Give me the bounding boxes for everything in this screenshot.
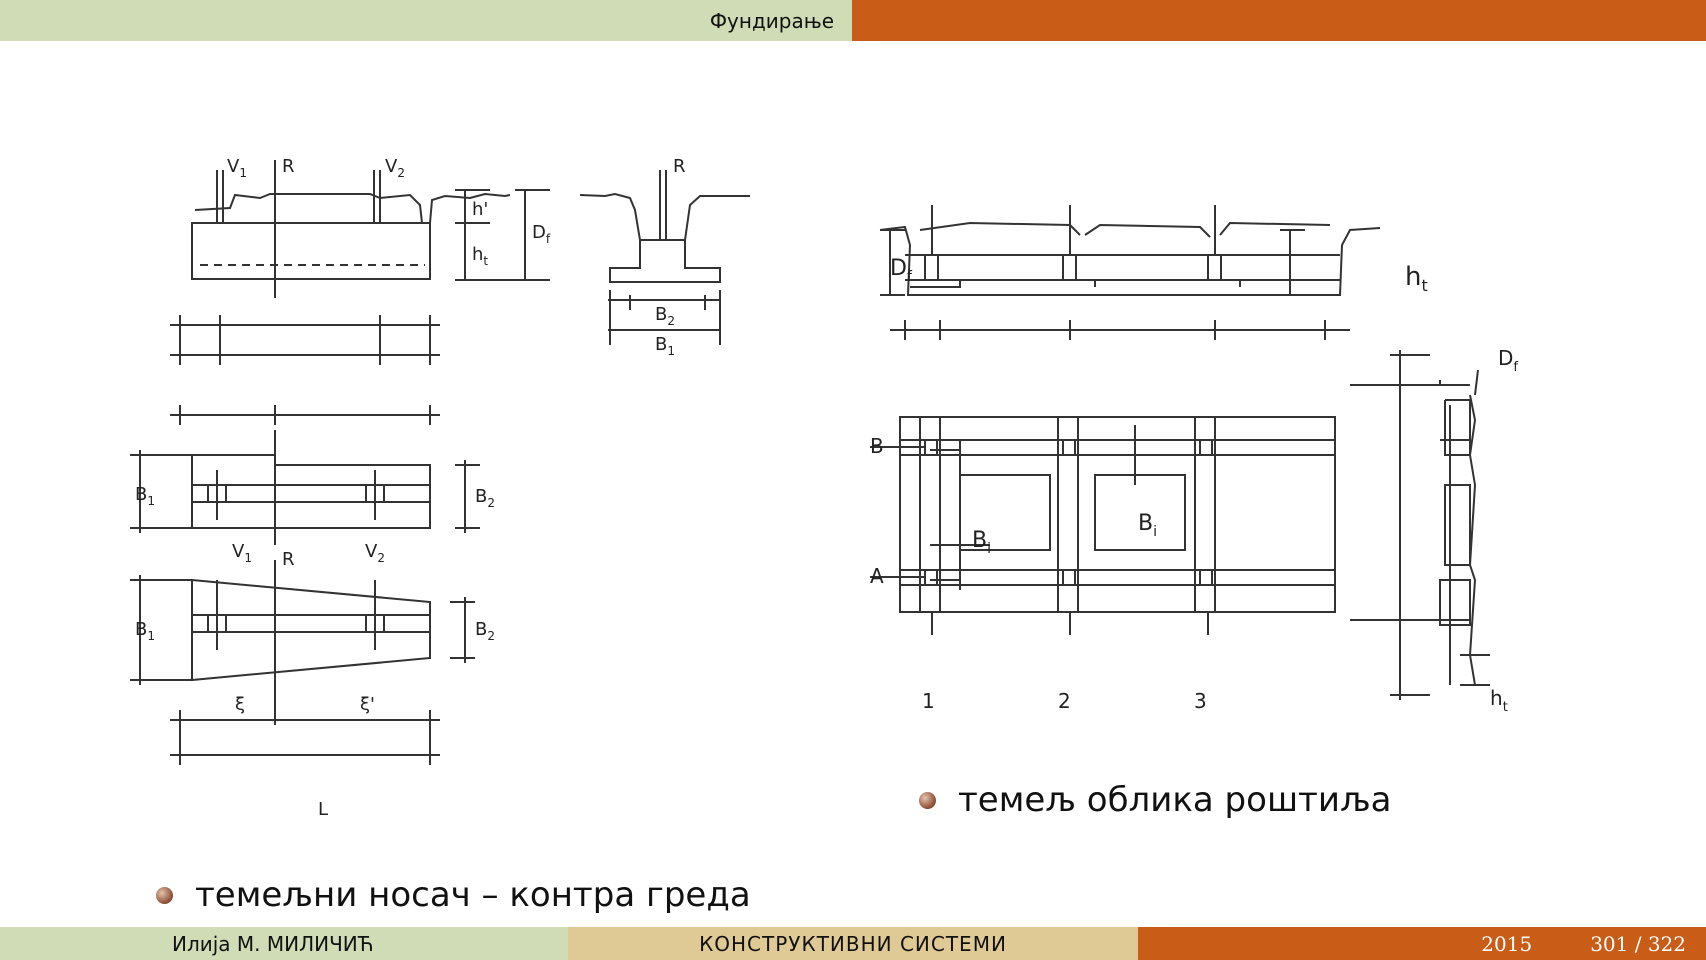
footer-author: Илија М. МИЛИЧИЋ: [0, 927, 568, 960]
svg-text:V2: V2: [365, 541, 385, 565]
svg-text:A: A: [870, 564, 884, 588]
footer-year: 2015: [1481, 931, 1533, 956]
bullet-text: темељ облика роштиља: [958, 780, 1392, 820]
footer-page-number: 301 / 322: [1590, 931, 1686, 956]
bullet-dot-icon: [919, 791, 936, 809]
svg-text:V2: V2: [385, 156, 405, 180]
bullet-grillage-foundation: темељ облика роштиља: [919, 780, 1391, 820]
svg-text:1: 1: [922, 689, 935, 713]
header-bar: Фундирање: [0, 0, 1706, 41]
svg-text:ξ: ξ: [235, 694, 245, 715]
svg-text:B2: B2: [655, 304, 675, 328]
bullet-text: темељни носач – контра греда: [195, 875, 751, 915]
svg-text:V1: V1: [232, 541, 252, 565]
svg-text:Bi: Bi: [1138, 511, 1157, 540]
svg-text:3: 3: [1194, 689, 1207, 713]
svg-text:ht: ht: [1490, 686, 1508, 715]
svg-text:2: 2: [1058, 689, 1071, 713]
svg-text:Df: Df: [1498, 346, 1518, 375]
svg-text:R: R: [673, 156, 686, 177]
svg-text:B1: B1: [655, 334, 675, 358]
svg-text:ht: ht: [1405, 262, 1428, 295]
footer-course: КОНСТРУКТИВНИ СИСТЕМИ: [568, 927, 1138, 960]
svg-text:R: R: [282, 549, 295, 570]
footer-bar: Илија М. МИЛИЧИЋ КОНСТРУКТИВНИ СИСТЕМИ 2…: [0, 927, 1706, 960]
svg-text:h': h': [472, 199, 488, 220]
svg-text:B2: B2: [475, 619, 495, 643]
section-title: Фундирање: [709, 8, 834, 33]
svg-text:Bi: Bi: [972, 528, 991, 557]
svg-text:V1: V1: [227, 156, 247, 180]
header-title-area: Фундирање: [0, 0, 852, 41]
svg-text:ht: ht: [472, 244, 488, 268]
svg-text:B1: B1: [135, 484, 155, 508]
figure-grillage-foundation: Df ht B A Bi Bi 1 2 3 Df ht: [870, 205, 1518, 715]
svg-text:B: B: [870, 434, 884, 458]
svg-text:ξ': ξ': [360, 694, 375, 715]
svg-text:Df: Df: [532, 222, 551, 246]
svg-text:B1: B1: [135, 619, 155, 643]
svg-text:B2: B2: [475, 486, 495, 510]
svg-text:R: R: [282, 156, 295, 177]
header-accent-area: [852, 0, 1706, 41]
bullet-dot-icon: [156, 886, 173, 904]
footer-meta: 2015 301 / 322: [1138, 927, 1706, 960]
figure-foundation-beam: V1 R V2 h' ht Df R B2 B1 B1 B2 V1 R V2 B…: [130, 156, 750, 820]
svg-text:L: L: [318, 799, 328, 820]
bullet-foundation-beam: темељни носач – контра греда: [156, 875, 751, 915]
svg-text:Df: Df: [890, 256, 913, 285]
